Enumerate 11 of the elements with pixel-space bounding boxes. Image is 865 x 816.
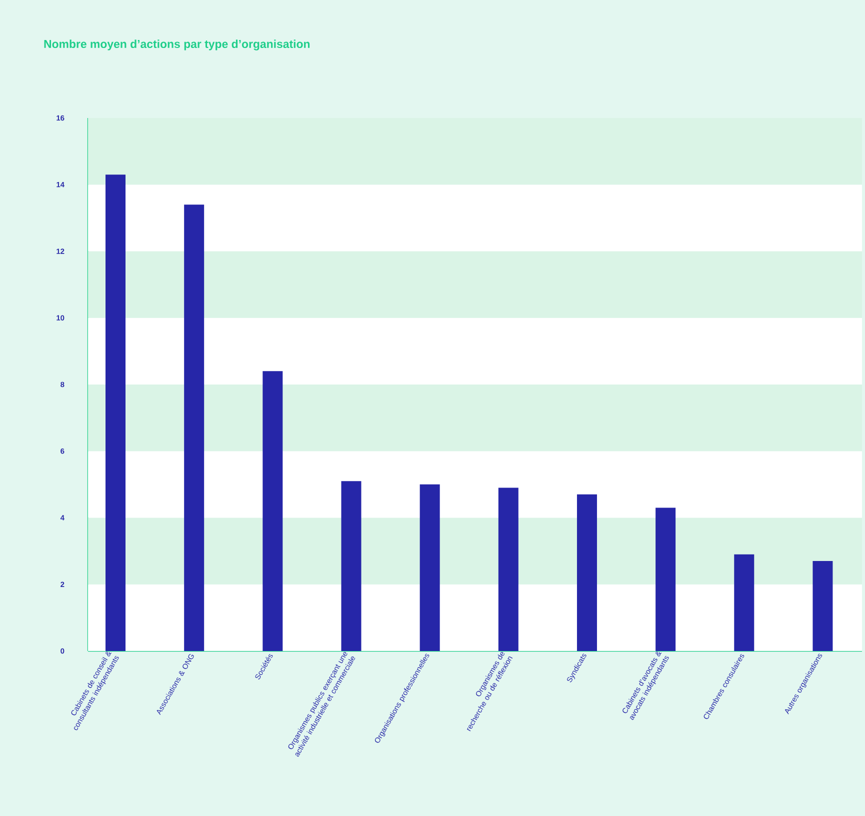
bar bbox=[184, 204, 204, 651]
bar bbox=[420, 484, 440, 651]
chart-title: Nombre moyen d’actions par type d’organisation bbox=[44, 40, 310, 50]
bar bbox=[812, 561, 833, 651]
bar bbox=[498, 488, 518, 651]
bar bbox=[106, 174, 126, 651]
bar bbox=[656, 508, 676, 651]
bar bbox=[262, 371, 283, 651]
bar bbox=[341, 481, 362, 651]
bar bbox=[734, 554, 754, 651]
bar bbox=[576, 494, 597, 651]
